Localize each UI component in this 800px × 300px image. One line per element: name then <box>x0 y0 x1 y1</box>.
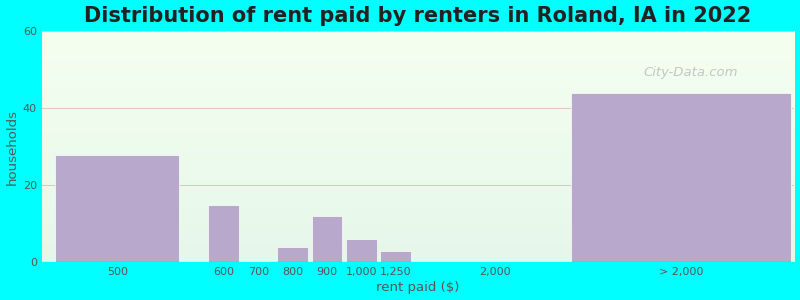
X-axis label: rent paid ($): rent paid ($) <box>376 281 460 294</box>
Bar <box>346 239 377 262</box>
Bar <box>571 93 791 262</box>
Y-axis label: households: households <box>6 109 18 185</box>
Bar <box>380 251 411 262</box>
Bar <box>209 205 239 262</box>
Bar <box>277 247 308 262</box>
Text: City-Data.com: City-Data.com <box>644 66 738 80</box>
Title: Distribution of rent paid by renters in Roland, IA in 2022: Distribution of rent paid by renters in … <box>85 6 752 26</box>
Bar <box>55 154 179 262</box>
Bar <box>311 216 342 262</box>
